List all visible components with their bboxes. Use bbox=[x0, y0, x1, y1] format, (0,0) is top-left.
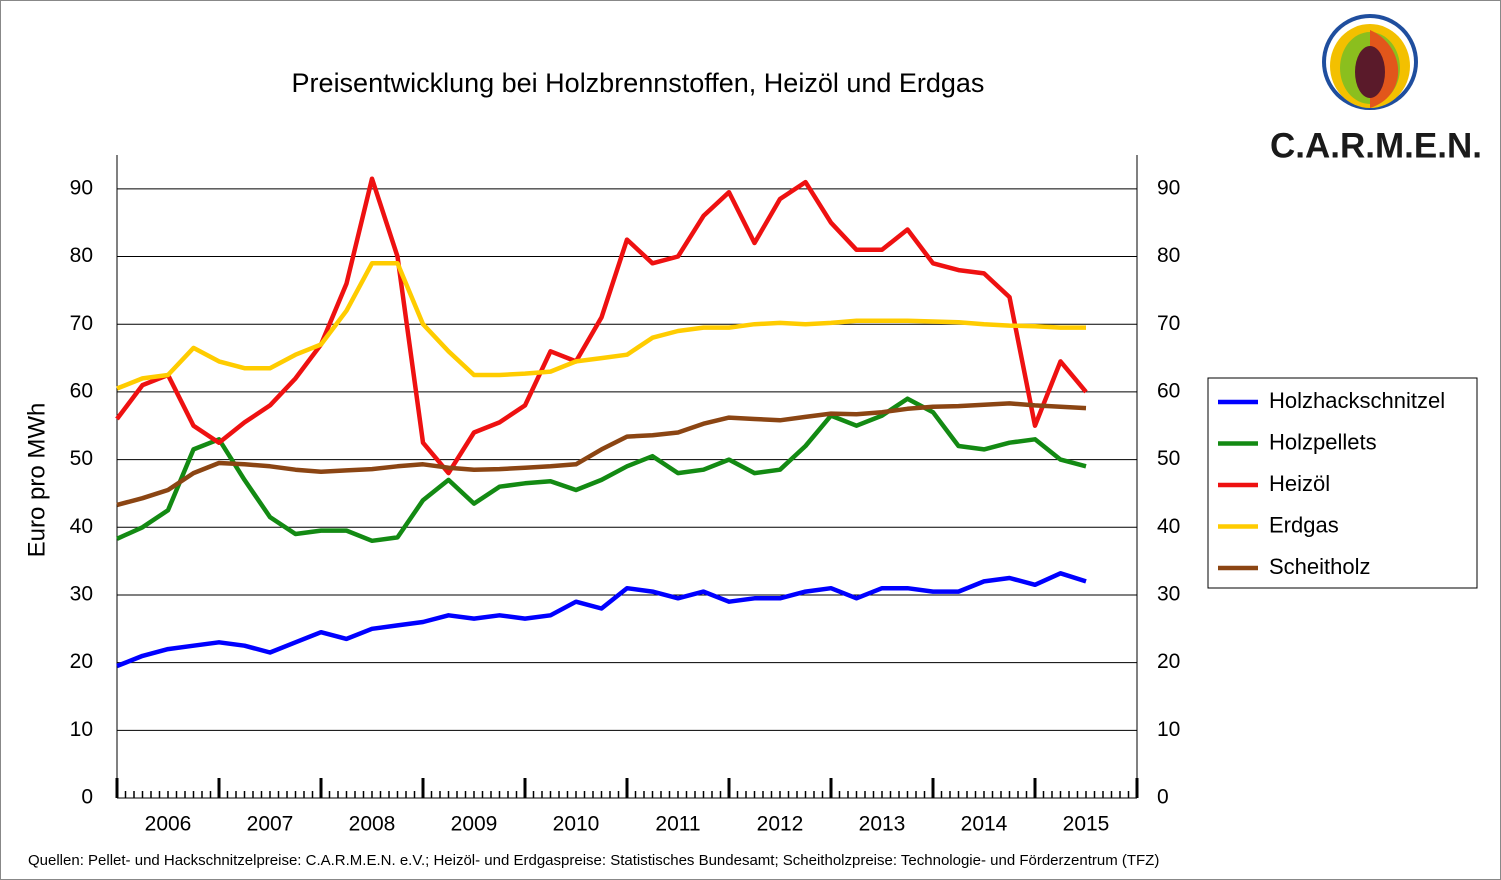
y2-tick-label: 20 bbox=[1157, 650, 1180, 673]
y2-tick-label: 10 bbox=[1157, 718, 1180, 741]
logo: C.A.R.M.E.N. bbox=[1270, 14, 1482, 165]
y2-tick-label: 50 bbox=[1157, 447, 1180, 470]
y-tick-label: 10 bbox=[70, 718, 93, 741]
legend-label: Erdgas bbox=[1269, 512, 1339, 537]
logo-text: C.A.R.M.E.N. bbox=[1270, 126, 1482, 165]
x-tick-label: 2006 bbox=[145, 813, 192, 836]
y2-tick-label: 90 bbox=[1157, 176, 1180, 199]
y2-tick-label: 70 bbox=[1157, 312, 1180, 335]
series-line bbox=[116, 571, 1087, 669]
y-tick-label: 20 bbox=[70, 650, 93, 673]
y-tick-label: 0 bbox=[81, 786, 93, 809]
series-line bbox=[116, 401, 1087, 508]
x-tick-label: 2010 bbox=[553, 813, 600, 836]
y2-tick-label: 0 bbox=[1157, 786, 1169, 809]
y-tick-label: 70 bbox=[70, 312, 93, 335]
x-tick-label: 2015 bbox=[1063, 813, 1110, 836]
y-tick-label: 90 bbox=[70, 176, 93, 199]
legend-label: Heizöl bbox=[1269, 471, 1330, 496]
y-tick-label: 40 bbox=[70, 515, 93, 538]
x-tick-label: 2008 bbox=[349, 813, 396, 836]
y-tick-label: 80 bbox=[70, 244, 93, 267]
series-line bbox=[115, 176, 1088, 476]
x-tick-label: 2012 bbox=[757, 813, 804, 836]
x-tick-label: 2011 bbox=[655, 813, 700, 836]
y-tick-label: 30 bbox=[70, 582, 93, 605]
x-tick-label: 2014 bbox=[961, 813, 1008, 836]
legend-label: Holzpellets bbox=[1269, 429, 1377, 454]
y-tick-label: 60 bbox=[70, 379, 93, 402]
legend-label: Scheitholz bbox=[1269, 554, 1371, 579]
y2-tick-label: 40 bbox=[1157, 515, 1180, 538]
series-line bbox=[116, 261, 1086, 391]
chart-title: Preisentwicklung bei Holzbrennstoffen, H… bbox=[292, 68, 985, 98]
legend-label: Holzhackschnitzel bbox=[1269, 388, 1445, 413]
x-tick-label: 2007 bbox=[247, 813, 294, 836]
x-tick-label: 2009 bbox=[451, 813, 498, 836]
y2-tick-label: 30 bbox=[1157, 582, 1180, 605]
y2-tick-label: 80 bbox=[1157, 244, 1180, 267]
x-tick-label: 2013 bbox=[859, 813, 906, 836]
y2-tick-label: 60 bbox=[1157, 379, 1180, 402]
y-axis-label: Euro pro MWh bbox=[23, 403, 50, 558]
source-note: Quellen: Pellet- und Hackschnitzelpreise… bbox=[28, 852, 1159, 869]
y-tick-label: 50 bbox=[70, 447, 93, 470]
